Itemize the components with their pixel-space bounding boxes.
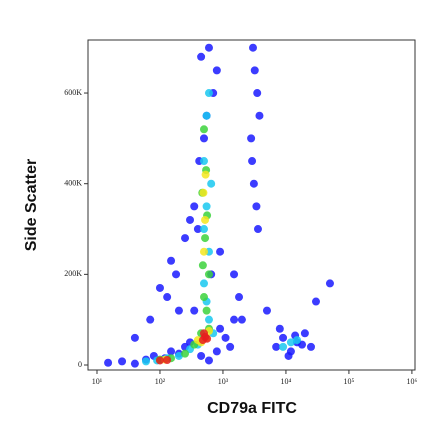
point: [272, 342, 281, 351]
point: [190, 306, 199, 315]
x-tick-label: 10⁵: [344, 377, 355, 386]
point: [146, 315, 155, 324]
point: [202, 202, 211, 211]
y-tick-label: 200K: [64, 269, 82, 278]
x-tick-label: 10⁶: [407, 377, 418, 386]
point: [255, 111, 264, 120]
point: [202, 111, 211, 120]
point: [163, 356, 172, 365]
point: [130, 359, 139, 368]
point: [199, 157, 208, 166]
point: [199, 293, 208, 302]
y-axis-label: Side Scatter: [23, 159, 40, 251]
point: [198, 261, 207, 270]
point: [172, 270, 181, 279]
point: [253, 89, 262, 98]
point: [207, 179, 216, 188]
point: [190, 202, 199, 211]
plot-frame: [87, 39, 416, 371]
point: [253, 225, 262, 234]
point: [248, 157, 257, 166]
point: [247, 134, 256, 143]
point: [300, 329, 309, 338]
point: [174, 306, 183, 315]
point: [306, 342, 315, 351]
point: [141, 357, 150, 366]
point: [181, 349, 190, 358]
point: [118, 357, 127, 366]
point: [252, 202, 261, 211]
point: [167, 256, 176, 265]
point: [230, 270, 239, 279]
point: [201, 215, 210, 224]
point: [186, 215, 195, 224]
point: [221, 333, 230, 342]
point: [216, 247, 225, 256]
point: [212, 347, 221, 356]
point: [279, 342, 288, 351]
point: [199, 188, 208, 197]
point: [235, 293, 244, 302]
point: [325, 279, 334, 288]
point: [155, 283, 164, 292]
point: [250, 66, 259, 75]
point: [311, 297, 320, 306]
point: [249, 43, 258, 52]
point: [279, 333, 288, 342]
x-tick-label: 10²: [155, 377, 166, 386]
y-tick-label: 0: [78, 360, 82, 369]
point: [199, 329, 208, 338]
x-axis-label: CD79a FITC: [207, 400, 297, 417]
point: [204, 315, 213, 324]
point: [197, 351, 206, 360]
point: [202, 306, 211, 315]
point: [293, 336, 302, 345]
point: [201, 234, 210, 243]
point: [212, 66, 221, 75]
point: [275, 324, 284, 333]
point: [163, 293, 172, 302]
point: [155, 356, 164, 365]
x-tick-label: 10⁴: [281, 377, 292, 386]
point: [249, 179, 258, 188]
point: [181, 234, 190, 243]
point: [167, 347, 176, 356]
point: [174, 351, 183, 360]
point: [130, 333, 139, 342]
point: [204, 270, 213, 279]
point: [201, 170, 210, 179]
point: [230, 315, 239, 324]
point: [216, 324, 225, 333]
point: [204, 89, 213, 98]
point: [226, 342, 235, 351]
point: [237, 315, 246, 324]
point: [199, 125, 208, 134]
point: [284, 351, 293, 360]
y-tick-label: 600K: [64, 88, 82, 97]
point: [199, 134, 208, 143]
point: [204, 356, 213, 365]
point: [286, 338, 295, 347]
point: [199, 279, 208, 288]
point: [199, 225, 208, 234]
point: [204, 43, 213, 52]
point: [104, 358, 113, 367]
x-tick-label: 10¹: [92, 377, 103, 386]
point: [197, 52, 206, 61]
point: [193, 225, 202, 234]
point: [199, 247, 208, 256]
x-tick-label: 10³: [218, 377, 229, 386]
point: [262, 306, 271, 315]
y-tick-label: 400K: [64, 179, 82, 188]
